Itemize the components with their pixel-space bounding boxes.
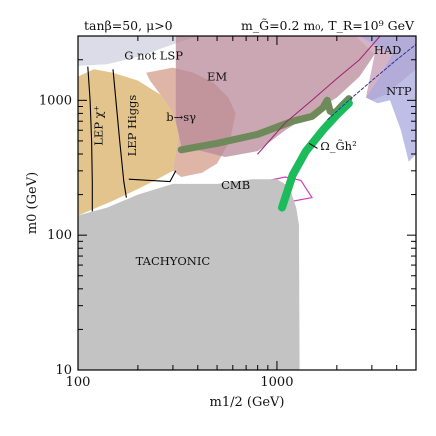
label-em: EM (207, 70, 227, 84)
series--g-h- (278, 99, 353, 212)
lep-boundary-line (87, 66, 93, 212)
label-ntp: NTP (386, 84, 412, 98)
header-right-text: m_G̃=0.2 m₀, T_R=10⁹ GeV (241, 18, 415, 33)
series-m-stau-m-g-boundary (327, 43, 416, 121)
y-axis-title: m0 (GeV) (25, 172, 40, 234)
y-tick-label: 10 (55, 363, 72, 378)
region-ntp (359, 36, 416, 162)
series-em-contour (257, 36, 381, 155)
label-tachyonic: TACHYONIC (136, 254, 211, 268)
region-g-not-lsp (78, 36, 198, 66)
label-lep-chargino: LEP χ⁺ (92, 105, 106, 145)
label-relic-density: Ω_G̃h² (320, 139, 357, 153)
lep-boundary-line (112, 69, 127, 198)
plot-frame (77, 35, 417, 371)
label-b-s-gamma: b→sγ (166, 110, 196, 124)
label-cmb: CMB (221, 178, 250, 192)
region-em (175, 36, 375, 157)
y-tick-label: 1000 (39, 93, 72, 108)
label-lep-higgs: LEP Higgs (125, 95, 139, 157)
x-tick-label: 100 (66, 375, 91, 390)
lep-boundary-line (128, 170, 177, 183)
label-g-not-lsp: G not LSP (124, 49, 183, 63)
relic-label-pointer (308, 142, 318, 149)
y-tick-label: 100 (47, 228, 72, 243)
region-tachyonic (78, 179, 300, 370)
header-left-text: tanβ=50, μ>0 (84, 18, 173, 33)
label-had: HAD (374, 43, 402, 57)
x-axis-title: m1/2 (GeV) (210, 395, 285, 410)
region-lep-higgs-lep-chargino (78, 69, 179, 216)
x-tick-label: 1000 (260, 375, 293, 390)
